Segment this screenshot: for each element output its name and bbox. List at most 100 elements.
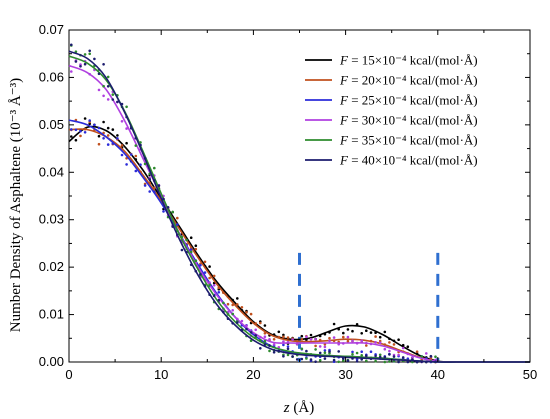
- data-point: [282, 333, 285, 337]
- data-point: [295, 358, 299, 361]
- data-point: [102, 137, 105, 140]
- data-point: [236, 321, 239, 324]
- data-point: [346, 359, 350, 363]
- data-point: [383, 355, 387, 359]
- data-point: [217, 298, 221, 302]
- data-point: [328, 339, 331, 343]
- data-point: [397, 360, 400, 364]
- data-point: [286, 353, 290, 357]
- data-point: [102, 120, 105, 124]
- data-point: [300, 357, 304, 361]
- data-point: [143, 184, 147, 187]
- data-point: [406, 360, 410, 364]
- y-tick-label: 0.02: [39, 259, 64, 274]
- data-point: [79, 65, 82, 68]
- data-point: [231, 309, 234, 312]
- data-point: [318, 358, 322, 362]
- data-point: [83, 117, 87, 120]
- data-point: [346, 339, 350, 343]
- data-point: [314, 348, 317, 351]
- data-point: [355, 351, 359, 355]
- data-point: [286, 347, 290, 351]
- data-point: [212, 274, 216, 278]
- data-point: [286, 336, 290, 339]
- axes-layer: 0 10 20 30 40 50 0.00 0.01 0.02 0.03 0.04 0.05 0.06 0…: [39, 22, 538, 382]
- data-point: [374, 341, 377, 344]
- data-point: [360, 350, 364, 354]
- data-point: [148, 190, 151, 193]
- data-point: [97, 134, 101, 138]
- data-point: [176, 216, 179, 220]
- data-point: [365, 354, 368, 358]
- legend-label-4: F = 30×10⁻⁴ kcal/(mol·Å): [339, 113, 478, 128]
- data-point: [346, 335, 350, 339]
- data-point: [277, 346, 281, 349]
- data-point: [79, 129, 82, 133]
- data-point: [120, 153, 124, 157]
- data-point: [392, 343, 396, 346]
- data-point: [328, 350, 331, 353]
- data-point: [120, 120, 124, 123]
- data-point: [134, 154, 138, 158]
- data-point: [106, 134, 110, 137]
- data-point: [309, 333, 313, 337]
- data-point: [259, 347, 262, 350]
- data-point: [332, 358, 336, 362]
- data-point: [420, 355, 424, 358]
- data-point: [129, 153, 133, 156]
- data-point: [93, 57, 96, 61]
- data-point: [116, 100, 119, 104]
- data-point: [401, 356, 405, 359]
- data-point: [300, 338, 304, 341]
- data-point: [231, 312, 234, 316]
- data-point: [180, 248, 184, 252]
- series-6: [68, 43, 530, 364]
- data-point: [153, 186, 156, 189]
- data-point: [425, 352, 428, 355]
- data-point: [217, 291, 221, 294]
- data-point: [111, 98, 115, 101]
- data-point: [300, 347, 304, 351]
- data-point: [111, 93, 115, 96]
- y-tick-label: 0.04: [39, 164, 64, 179]
- data-point: [134, 144, 138, 147]
- y-tick-label: 0.06: [39, 69, 64, 84]
- data-point: [70, 43, 73, 47]
- data-point: [305, 357, 308, 360]
- data-point: [162, 210, 165, 213]
- data-point: [111, 128, 115, 131]
- data-point: [102, 63, 105, 66]
- data-point: [254, 334, 257, 337]
- data-point: [397, 338, 400, 342]
- data-point: [323, 345, 327, 349]
- data-point: [189, 236, 193, 239]
- data-point: [106, 126, 110, 130]
- y-tick-label: 0.07: [39, 22, 64, 37]
- data-point: [342, 359, 345, 362]
- data-point: [106, 85, 110, 88]
- data-point: [240, 306, 244, 309]
- data-point: [388, 349, 391, 353]
- data-point: [378, 353, 382, 357]
- y-axis-title: Number Density of Asphaltene (10⁻³ Å⁻³): [8, 78, 24, 332]
- data-point: [360, 332, 364, 335]
- data-point: [305, 335, 308, 339]
- data-point: [208, 265, 211, 268]
- legend-label-5: F = 35×10⁻⁴ kcal/(mol·Å): [339, 133, 478, 148]
- data-point: [351, 350, 354, 354]
- data-point: [378, 341, 382, 345]
- data-point: [328, 336, 331, 340]
- data-point: [378, 335, 382, 339]
- data-point: [332, 336, 336, 339]
- data-point: [342, 335, 345, 339]
- data-point: [97, 126, 101, 130]
- data-point: [397, 353, 400, 357]
- data-point: [97, 72, 101, 76]
- data-point: [323, 351, 327, 355]
- data-point: [134, 169, 138, 173]
- data-point: [337, 350, 341, 353]
- data-point: [143, 162, 147, 166]
- y-tick-label: 0.03: [39, 212, 64, 227]
- legend: F = 15×10⁻⁴ kcal/(mol·Å) F = 20×10⁻⁴ kcal…: [305, 53, 478, 168]
